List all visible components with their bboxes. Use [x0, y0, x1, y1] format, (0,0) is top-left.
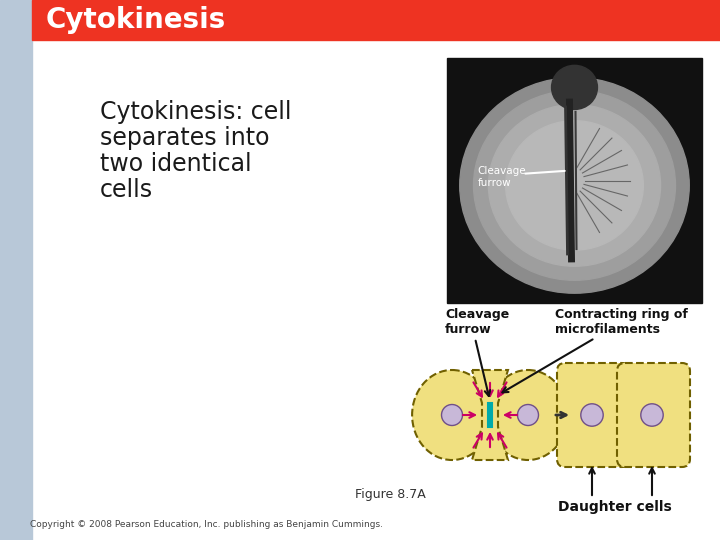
Text: cells: cells: [100, 178, 153, 202]
Text: Cleavage
furrow: Cleavage furrow: [477, 166, 526, 188]
Polygon shape: [472, 370, 508, 460]
Ellipse shape: [488, 370, 568, 460]
Ellipse shape: [641, 404, 663, 426]
Text: separates into: separates into: [100, 126, 269, 150]
Bar: [32, 0, 720, 40]
Ellipse shape: [412, 370, 492, 460]
Text: Cytokinesis: Cytokinesis: [46, 6, 226, 34]
Ellipse shape: [460, 78, 689, 293]
Ellipse shape: [581, 404, 603, 426]
Ellipse shape: [441, 404, 462, 426]
Text: Daughter cells: Daughter cells: [558, 500, 672, 514]
Text: two identical: two identical: [100, 152, 251, 176]
Text: Copyright © 2008 Pearson Education, Inc. publishing as Benjamin Cummings.: Copyright © 2008 Pearson Education, Inc.…: [30, 520, 383, 529]
Bar: [0, 0, 32, 540]
Ellipse shape: [552, 65, 598, 110]
FancyBboxPatch shape: [617, 363, 690, 467]
Text: Figure 8.7A: Figure 8.7A: [355, 488, 426, 501]
Text: Cytokinesis: cell: Cytokinesis: cell: [100, 100, 292, 124]
Text: Cleavage
furrow: Cleavage furrow: [445, 308, 509, 336]
FancyBboxPatch shape: [557, 363, 630, 467]
Ellipse shape: [488, 105, 660, 266]
Text: Contracting ring of
microfilaments: Contracting ring of microfilaments: [555, 308, 688, 336]
Ellipse shape: [505, 121, 644, 250]
Ellipse shape: [518, 404, 539, 426]
Ellipse shape: [474, 91, 675, 280]
Bar: [447, 58, 702, 303]
